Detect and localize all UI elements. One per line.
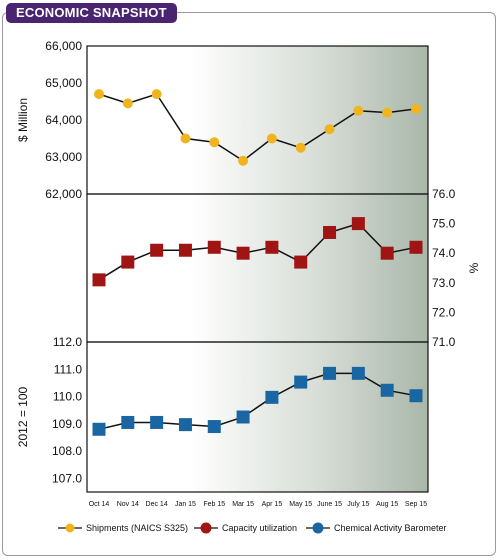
x-tick-label: June 15 bbox=[317, 501, 342, 508]
series-2-point bbox=[409, 240, 423, 254]
series-3-point bbox=[150, 415, 164, 429]
panel-2-tick-label: 75.0 bbox=[432, 217, 456, 231]
panel-3-tick-label: 110.0 bbox=[53, 390, 82, 404]
series-2-point bbox=[92, 273, 106, 287]
legend-label: Shipments (NAICS S325) bbox=[86, 523, 188, 533]
series-3-point bbox=[265, 390, 279, 404]
panel-3-tick-label: 108.0 bbox=[52, 444, 82, 458]
legend: Shipments (NAICS S325) Capacity utilizati… bbox=[58, 522, 447, 534]
legend-label: Capacity utilization bbox=[222, 523, 297, 533]
x-tick-label: Feb 15 bbox=[203, 501, 225, 508]
x-tick-label: Dec 14 bbox=[146, 501, 168, 508]
series-2-point bbox=[323, 225, 337, 239]
x-tick-label: Nov 14 bbox=[117, 501, 139, 508]
series-1-point bbox=[180, 133, 191, 144]
panel-3-axis-label: 2012 = 100 bbox=[16, 386, 30, 447]
series-3-point bbox=[178, 418, 192, 432]
series-1-point bbox=[94, 89, 104, 100]
x-tick-label: Aug 15 bbox=[376, 501, 398, 508]
series-2-point bbox=[351, 217, 365, 231]
series-3-point bbox=[409, 389, 423, 403]
panel-3-border bbox=[86, 341, 429, 493]
series-3-point bbox=[351, 366, 365, 380]
series-1-point bbox=[151, 89, 162, 100]
panel-2-tick-label: 72.0 bbox=[432, 305, 456, 319]
series-2-point bbox=[178, 243, 192, 257]
panel-2-tick-label: 74.0 bbox=[432, 246, 456, 260]
panel-3-tick-label: 109.0 bbox=[52, 417, 82, 431]
legend-marker bbox=[200, 522, 212, 534]
series-1-point bbox=[324, 124, 335, 135]
series-1-point bbox=[382, 107, 393, 118]
panel-2-tick-label: 71.0 bbox=[432, 335, 456, 349]
panel-2-axis-label: % bbox=[467, 262, 481, 273]
x-tick-label: Apr 15 bbox=[262, 501, 283, 508]
x-tick-label: Jan 15 bbox=[175, 501, 196, 508]
panel-1-tick-label: 62,000 bbox=[45, 187, 82, 201]
series-2-point bbox=[236, 246, 250, 260]
series-3-point bbox=[236, 410, 250, 424]
series-3-point bbox=[207, 420, 221, 434]
series-2-point bbox=[207, 240, 221, 254]
series-1-point bbox=[411, 103, 421, 114]
panel-1-tick-label: 65,000 bbox=[45, 76, 82, 90]
x-tick-label: July 15 bbox=[347, 501, 369, 508]
header-title: ECONOMIC SNAPSHOT bbox=[6, 3, 177, 23]
x-tick-label: Mar 15 bbox=[232, 501, 254, 508]
series-3-point bbox=[323, 366, 337, 380]
x-tick-label: Sep 15 bbox=[405, 501, 427, 508]
series-2-point bbox=[150, 243, 164, 257]
series-1-point bbox=[122, 98, 133, 109]
panel-3-tick-label: 111.0 bbox=[54, 362, 83, 376]
legend-marker bbox=[312, 522, 324, 534]
series-1-point bbox=[209, 137, 220, 148]
panel-2-tick-label: 73.0 bbox=[432, 276, 456, 290]
series-3-point bbox=[92, 422, 106, 436]
series-1-point bbox=[238, 155, 249, 166]
legend-marker bbox=[65, 523, 75, 533]
panel-1-tick-label: 64,000 bbox=[45, 113, 82, 127]
series-1-point bbox=[353, 105, 364, 116]
series-1-point bbox=[266, 133, 277, 144]
chart-frame bbox=[2, 12, 496, 556]
series-3-point bbox=[294, 375, 308, 389]
x-tick-label: May 15 bbox=[289, 501, 312, 508]
series-2-point bbox=[121, 255, 135, 269]
panel-3-tick-label: 107.0 bbox=[52, 471, 82, 485]
series-3-point bbox=[380, 383, 394, 397]
plot-background bbox=[87, 46, 428, 492]
panel-2-tick-label: 76.0 bbox=[432, 187, 456, 201]
panel-1-axis-label: $ Million bbox=[16, 98, 30, 142]
legend-label: Chemical Activity Barometer bbox=[334, 523, 447, 533]
x-tick-label: Oct 14 bbox=[89, 501, 110, 508]
panel-3-tick-label: 112.0 bbox=[53, 335, 82, 349]
panel-1-tick-label: 66,000 bbox=[45, 39, 82, 53]
series-1-point bbox=[295, 142, 306, 153]
panel-1-tick-label: 63,000 bbox=[45, 150, 82, 164]
series-2-point bbox=[265, 240, 279, 254]
series-3-point bbox=[121, 415, 135, 429]
series-2-point bbox=[380, 246, 394, 260]
series-2-point bbox=[294, 255, 308, 269]
